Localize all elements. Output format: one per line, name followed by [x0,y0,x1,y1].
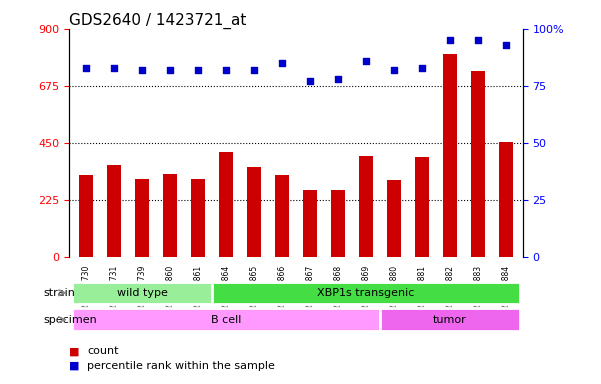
Bar [135,179,149,257]
Bar [219,152,233,257]
Bar [107,165,121,257]
Bar [499,142,513,257]
Point [333,76,343,82]
Point [165,67,175,73]
Text: GDS2640 / 1423721_at: GDS2640 / 1423721_at [69,13,246,29]
Point [81,65,91,71]
Point [221,67,231,73]
Point [445,37,455,43]
Point [417,65,427,71]
Bar [72,281,212,304]
Text: wild type: wild type [117,288,167,298]
Bar [359,156,373,257]
Point [249,67,259,73]
Text: ■: ■ [69,346,79,356]
Bar [247,167,261,257]
Point [137,67,147,73]
Bar [79,175,93,257]
Bar [163,174,177,257]
Text: tumor: tumor [433,314,467,325]
Bar [387,180,401,257]
Bar [72,308,380,331]
Text: percentile rank within the sample: percentile rank within the sample [87,361,275,371]
Bar [275,175,289,257]
Point [389,67,399,73]
Text: B cell: B cell [211,314,241,325]
Bar [212,281,520,304]
Point [109,65,119,71]
Bar [380,308,520,331]
Bar [303,190,317,257]
Point [501,42,511,48]
Bar [415,157,429,257]
Bar [191,179,205,257]
Text: strain: strain [44,288,76,298]
Point [277,60,287,66]
Point [193,67,203,73]
Bar [471,71,485,257]
Text: count: count [87,346,118,356]
Text: XBP1s transgenic: XBP1s transgenic [317,288,415,298]
Text: specimen: specimen [44,314,97,325]
Text: ■: ■ [69,361,79,371]
Bar [443,54,457,257]
Point [361,58,371,64]
Point [305,78,315,84]
Point [473,37,483,43]
Bar [331,190,345,257]
